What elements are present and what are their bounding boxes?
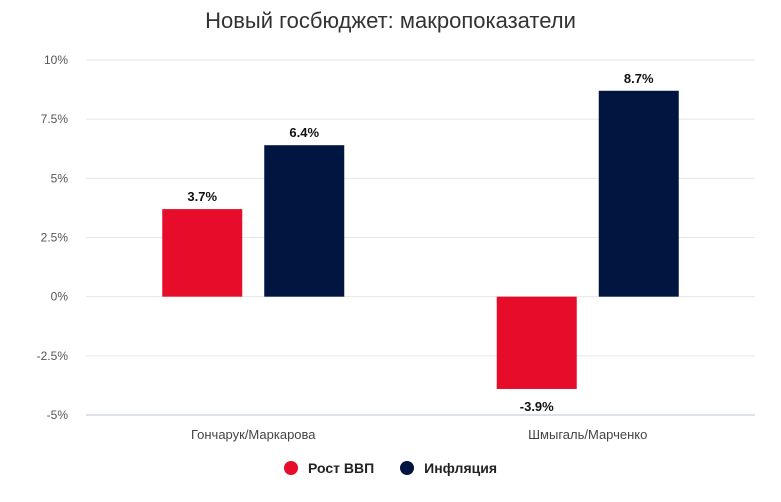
legend-marker-inflation [400,461,415,475]
y-tick-label: 7.5% [41,112,69,126]
data-label: 3.7% [187,189,217,204]
legend: Рост ВВП Инфляция [0,460,781,476]
bar [598,90,679,297]
data-label: 8.7% [624,71,654,86]
bar [264,145,345,297]
bar [496,296,577,389]
data-label: 6.4% [289,125,319,140]
x-tick-label: Шмыгаль/Марченко [528,427,647,442]
chart-title: Новый госбюджет: макропоказатели [205,8,576,33]
legend-label-inflation: Инфляция [424,460,498,476]
y-tick-label: 5% [51,171,69,185]
y-tick-label: 0% [51,290,69,304]
legend-item-gdp-growth[interactable]: Рост ВВП [283,460,375,476]
y-tick-label: 2.5% [41,231,69,245]
x-tick-label: Гончарук/Маркарова [191,427,316,442]
data-label: -3.9% [520,399,554,414]
bar-chart: 10% 7.5% 5% 2.5% 0% -2.5% -5% 3.7% 6.4% Гончарук/… [37,53,755,442]
legend-item-inflation[interactable]: Инфляция [400,460,497,476]
y-tick-label: 10% [44,53,68,67]
bar [162,209,243,297]
y-tick-label: -2.5% [37,349,69,363]
y-tick-label: -5% [47,408,69,422]
legend-marker-gdp-growth [283,461,298,475]
legend-label-gdp-growth: Рост ВВП [307,460,375,476]
